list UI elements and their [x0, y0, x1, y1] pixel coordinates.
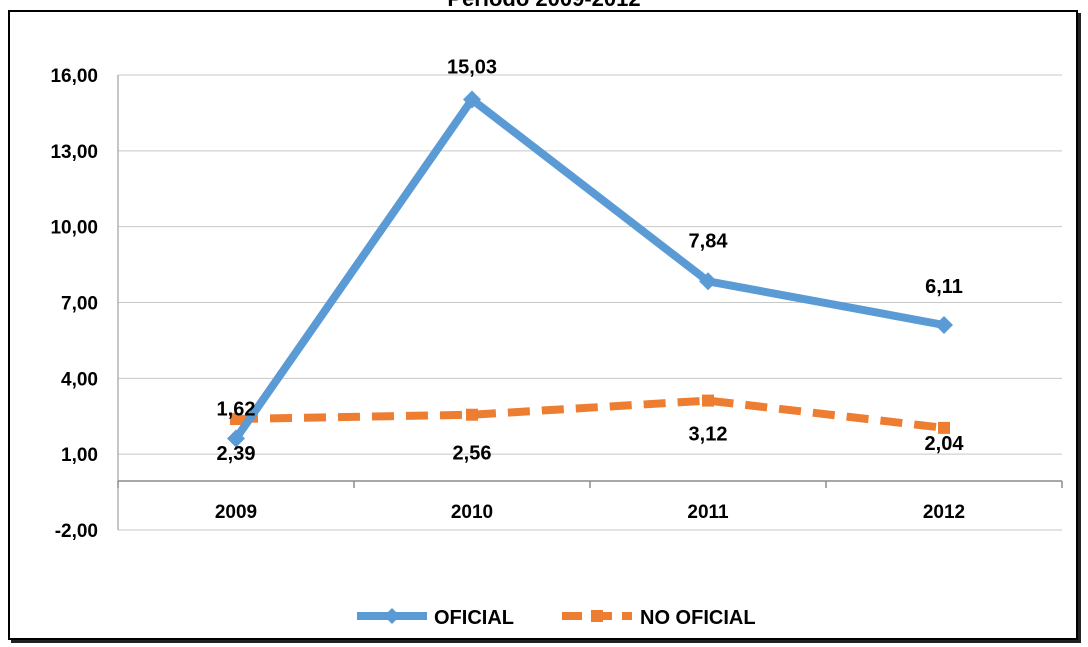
data-label-no-oficial: 2,04: [925, 433, 965, 455]
legend-marker-no-oficial: [591, 610, 603, 622]
grid-lines: [118, 74, 1062, 531]
y-tick-label: 1,00: [61, 445, 98, 466]
data-point-oficial: [463, 90, 481, 109]
data-label-oficial: 6,11: [925, 276, 963, 298]
data-point-oficial: [699, 272, 717, 291]
y-tick-label: 10,00: [50, 218, 98, 239]
data-label-oficial: 15,03: [447, 57, 497, 79]
x-tick-label: 2010: [451, 502, 493, 523]
series-lines: [227, 90, 953, 448]
legend-label-no-oficial: NO OFICIAL: [640, 607, 756, 629]
y-tick-label: 13,00: [50, 142, 98, 163]
data-point-oficial: [227, 429, 245, 448]
legend-label-oficial: OFICIAL: [434, 607, 514, 629]
y-tick-label: -2,00: [55, 521, 98, 542]
y-tick-label: 16,00: [50, 66, 98, 87]
series-line-oficial: [232, 95, 945, 441]
data-point-no-oficial: [230, 413, 242, 426]
chart-title: Período 2009-2012: [0, 0, 1088, 12]
axes: -2,00 1,00 4,00 7,00 10,00 13,00 16,00 2009 2010…: [50, 66, 1063, 542]
x-tick-label: 2012: [923, 502, 965, 523]
x-tick-label: 2009: [215, 502, 257, 523]
data-label-no-oficial: 2,39: [217, 443, 256, 465]
data-label-oficial: 1,62: [217, 398, 256, 420]
data-label-no-oficial: 2,56: [453, 443, 492, 465]
data-label-oficial: 7,84: [689, 230, 729, 252]
data-point-oficial: [935, 315, 953, 334]
y-tick-label: 7,00: [61, 294, 98, 315]
series-line-no-oficial: [235, 396, 945, 432]
legend-marker-oficial: [384, 608, 400, 624]
data-point-no-oficial: [702, 394, 714, 407]
data-point-no-oficial: [466, 408, 478, 421]
legend: OFICIAL NO OFICIAL: [357, 607, 756, 629]
chart-frame: [8, 10, 1078, 640]
y-tick-label: 4,00: [61, 369, 98, 390]
data-labels: 1,62 15,03 7,84 6,11 2,39 2,56 3,12 2,04: [217, 57, 965, 466]
x-tick-label: 2011: [687, 502, 729, 523]
data-point-no-oficial: [938, 421, 950, 434]
data-label-no-oficial: 3,12: [689, 424, 728, 446]
